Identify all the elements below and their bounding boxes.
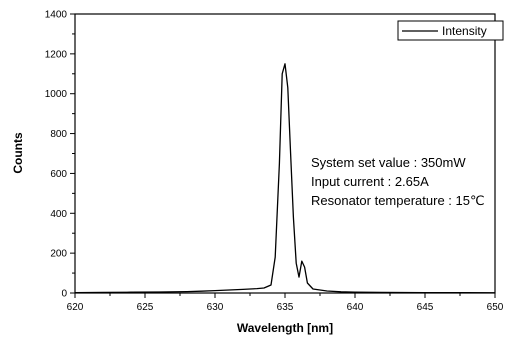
x-tick-label-650: 650 xyxy=(487,302,504,313)
y-tick-label-200: 200 xyxy=(50,249,67,260)
legend: Intensity xyxy=(397,20,504,41)
y-axis-label: Counts xyxy=(11,132,25,174)
annotation-block: System set value : 350mW Input current :… xyxy=(311,155,485,208)
series-line-intensity xyxy=(74,63,496,294)
annotation-input-current: Input current : 2.65A xyxy=(311,174,429,189)
y-tick-label-0: 0 xyxy=(61,289,67,300)
y-tick-label-600: 600 xyxy=(50,169,67,180)
x-tick-label-645: 645 xyxy=(417,302,434,313)
x-tick-label-640: 640 xyxy=(347,302,364,313)
annotation-set-value: System set value : 350mW xyxy=(311,155,466,170)
x-tick-label-630: 630 xyxy=(207,302,224,313)
x-axis-label: Wavelength [nm] xyxy=(237,321,333,335)
annotation-resonator-temperature: Resonator temperature : 15℃ xyxy=(311,193,485,208)
y-tick-label-1000: 1000 xyxy=(45,89,68,100)
x-tick-label-625: 625 xyxy=(137,302,154,313)
y-tick-label-800: 800 xyxy=(50,129,67,140)
legend-entry-intensity: Intensity xyxy=(442,24,487,38)
y-tick-label-400: 400 xyxy=(50,209,67,220)
series-layer xyxy=(74,63,496,294)
x-tick-label-620: 620 xyxy=(67,302,84,313)
plot-frame xyxy=(74,13,496,294)
y-tick-label-1200: 1200 xyxy=(45,49,68,60)
legend-box xyxy=(397,20,504,41)
y-tick-label-1400: 1400 xyxy=(45,10,68,21)
x-tick-label-635: 635 xyxy=(277,302,294,313)
ticks-layer: 620 625 630 635 640 645 650 0 200 400 600 800 1000 12… xyxy=(45,10,504,314)
